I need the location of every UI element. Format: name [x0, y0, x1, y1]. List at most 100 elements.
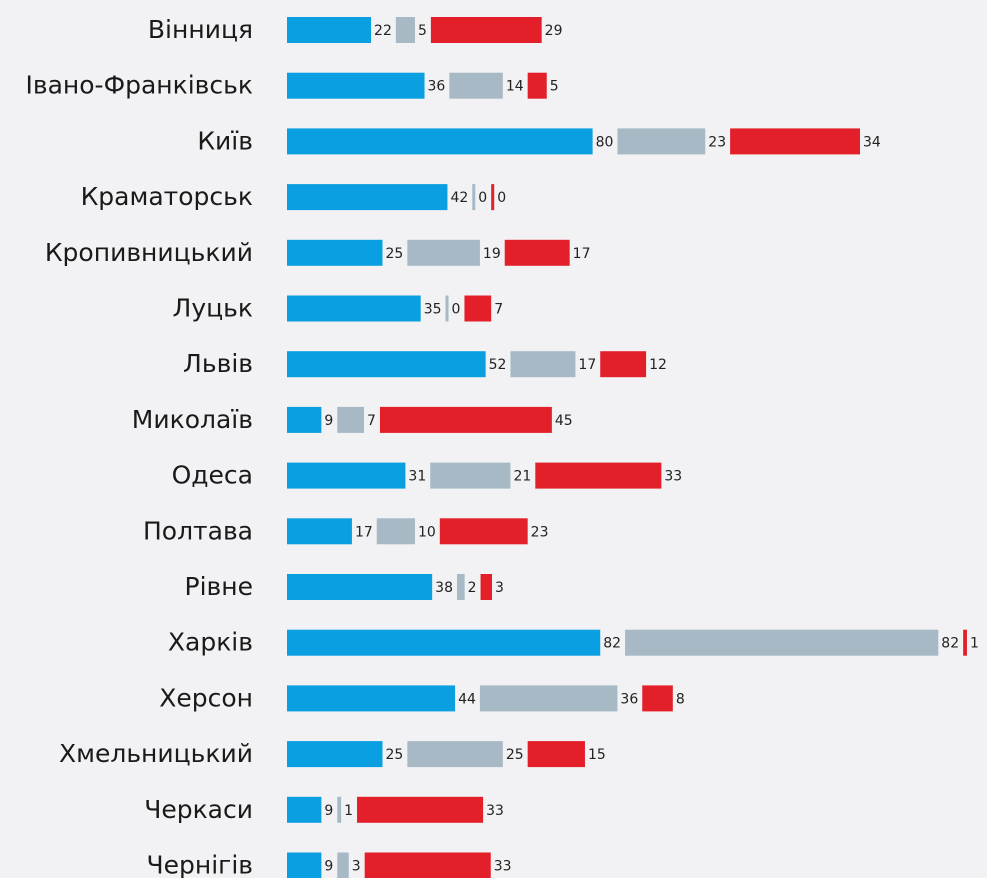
- bar-segment: [287, 629, 601, 656]
- bar-segment: [287, 295, 421, 322]
- value-label: 35: [424, 302, 442, 318]
- value-label: 9: [324, 413, 333, 429]
- bar-segment: [963, 629, 967, 656]
- category-label: Одеса: [172, 461, 253, 490]
- category-label: Харків: [168, 628, 253, 657]
- category-label: Чернігів: [147, 851, 254, 878]
- bar-segment: [376, 518, 415, 545]
- category-label: Івано-Франківськ: [25, 71, 253, 100]
- value-label: 2: [468, 580, 477, 596]
- bar-segment: [510, 351, 576, 378]
- bar-segment: [527, 72, 547, 99]
- value-label: 10: [418, 524, 436, 540]
- value-label: 36: [428, 79, 446, 95]
- value-label: 45: [555, 413, 573, 429]
- category-label: Краматорськ: [81, 182, 253, 211]
- value-label: 12: [649, 357, 667, 373]
- category-label: Львів: [183, 349, 253, 378]
- value-label: 23: [531, 524, 549, 540]
- bar-segment: [449, 72, 503, 99]
- bar-segment: [456, 574, 465, 600]
- bar-segment: [642, 685, 673, 712]
- value-label: 33: [664, 469, 682, 485]
- bar-segment: [407, 239, 480, 266]
- value-label: 9: [324, 803, 333, 819]
- value-label: 23: [708, 134, 726, 150]
- category-label: Луцьк: [173, 294, 253, 323]
- bar-segment: [337, 796, 342, 823]
- bar-segment: [287, 17, 372, 43]
- value-label: 9: [324, 859, 333, 875]
- category-label: Кропивницький: [45, 238, 253, 267]
- value-label: 25: [386, 246, 404, 262]
- bar-segment: [535, 462, 662, 489]
- bar-segment: [617, 128, 706, 155]
- bar-segment: [287, 239, 383, 266]
- bar-segment: [364, 852, 491, 878]
- bar-segment: [287, 518, 352, 545]
- bar-segment: [527, 741, 585, 768]
- bar-segment: [439, 518, 528, 545]
- bar-segment: [491, 184, 495, 211]
- bar-segment: [287, 574, 433, 600]
- bar-segment: [407, 741, 503, 768]
- value-label: 80: [596, 134, 614, 150]
- value-label: 0: [478, 190, 487, 206]
- value-label: 1: [344, 803, 353, 819]
- value-label: 82: [941, 636, 959, 652]
- value-label: 5: [550, 79, 559, 95]
- value-label: 17: [573, 246, 591, 262]
- bar-segment: [287, 796, 322, 823]
- bar-segment: [479, 685, 618, 712]
- value-label: 44: [458, 691, 476, 707]
- bar-segment: [430, 462, 511, 489]
- value-label: 14: [506, 79, 524, 95]
- bar-segment: [504, 239, 570, 266]
- bar-segment: [287, 741, 383, 768]
- bar-segment: [445, 295, 449, 322]
- bar-segment: [337, 406, 365, 433]
- category-label: Рівне: [185, 572, 253, 601]
- bar-segment: [287, 128, 593, 155]
- bar-segment: [287, 462, 406, 489]
- value-label: 19: [483, 246, 501, 262]
- value-label: 7: [494, 302, 503, 318]
- value-label: 1: [970, 636, 979, 652]
- value-label: 3: [352, 859, 361, 875]
- value-label: 34: [863, 134, 881, 150]
- value-label: 29: [545, 23, 563, 39]
- bar-segment: [472, 184, 476, 211]
- category-label: Київ: [197, 126, 253, 155]
- value-label: 33: [494, 859, 512, 875]
- bar-segment: [464, 295, 492, 322]
- bar-segment: [600, 351, 647, 378]
- value-label: 17: [355, 524, 373, 540]
- category-label: Полтава: [143, 516, 253, 545]
- value-label: 7: [367, 413, 376, 429]
- value-label: 5: [418, 23, 427, 39]
- value-label: 52: [489, 357, 507, 373]
- category-label: Херсон: [159, 683, 253, 712]
- bar-segment: [287, 72, 425, 99]
- bar-segment: [357, 796, 484, 823]
- category-label: Миколаїв: [132, 405, 253, 434]
- value-label: 25: [506, 747, 524, 763]
- value-label: 0: [452, 302, 461, 318]
- value-label: 82: [603, 636, 621, 652]
- value-label: 31: [408, 469, 426, 485]
- bar-segment: [287, 685, 456, 712]
- category-label: Вінниця: [148, 15, 253, 44]
- bar-segment: [287, 351, 486, 378]
- value-label: 15: [588, 747, 606, 763]
- value-label: 38: [435, 580, 453, 596]
- bar-segment: [430, 17, 542, 43]
- category-label: Хмельницький: [59, 739, 253, 768]
- value-label: 0: [497, 190, 506, 206]
- bar-segment: [379, 406, 552, 433]
- value-label: 3: [495, 580, 504, 596]
- value-label: 36: [620, 691, 638, 707]
- value-label: 8: [676, 691, 685, 707]
- bar-segment: [287, 184, 448, 211]
